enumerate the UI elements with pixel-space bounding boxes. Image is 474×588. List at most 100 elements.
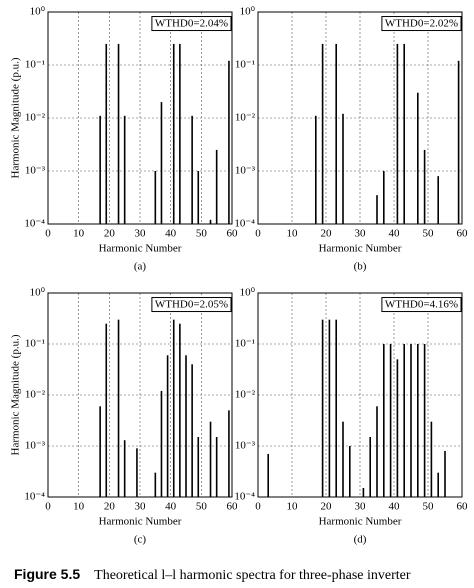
x-tick-label: 50 — [196, 501, 208, 513]
bar — [321, 43, 324, 224]
y-tick-label: 10⁻³ — [235, 440, 256, 452]
x-tick-label: 60 — [227, 501, 239, 513]
y-tick-label: 10⁻⁴ — [234, 218, 255, 230]
y-tick-label: 10⁻¹ — [235, 338, 255, 350]
annotation: WTHD0=2.04% — [155, 18, 228, 30]
x-tick-label: 60 — [227, 228, 239, 240]
y-tick-label: 10⁻³ — [235, 165, 256, 177]
y-tick-label: 10⁻³ — [25, 440, 46, 452]
bar — [215, 437, 218, 497]
bar — [179, 323, 181, 497]
y-tick-label: 10⁻² — [235, 389, 256, 401]
bar — [179, 43, 181, 224]
x-tick-label: 20 — [321, 228, 333, 240]
bar — [342, 113, 344, 224]
plot-frame — [47, 11, 233, 225]
x-tick-label: 40 — [165, 501, 177, 513]
annotation: WTHD0=2.02% — [385, 18, 458, 30]
bar — [403, 43, 405, 224]
y-axis-label: Harmonic Magnitude (p.u.) — [10, 334, 22, 455]
bar — [423, 149, 426, 224]
x-tick-label: 30 — [355, 228, 367, 240]
bar — [191, 115, 193, 224]
y-tick-label: 10⁻³ — [25, 165, 46, 177]
bar — [444, 450, 446, 497]
bar — [172, 43, 175, 224]
annotation-box — [151, 297, 232, 313]
panel-label: (b) — [354, 261, 367, 273]
bar — [197, 171, 200, 224]
bar — [209, 421, 212, 497]
bar — [396, 43, 399, 224]
x-tick-label: 50 — [196, 228, 208, 240]
plot-frame — [257, 11, 463, 225]
figure: 10⁻⁴ 10⁻³ 10⁻² 10⁻¹ 10⁰ 0 10 20 30 40 50 60 WTHD0=2.… — [10, 6, 469, 546]
annotation-box — [381, 16, 462, 32]
y-tick-label: 10⁻⁴ — [24, 218, 45, 230]
x-tick-label: 50 — [423, 501, 435, 513]
x-tick-label: 20 — [104, 501, 116, 513]
bar — [160, 102, 163, 224]
y-tick-label: 10⁻² — [235, 112, 256, 124]
bar — [376, 406, 378, 497]
x-tick-label: 40 — [389, 501, 401, 513]
x-tick-label: 30 — [355, 501, 367, 513]
plot-frame — [257, 292, 463, 498]
panel-label: (a) — [134, 261, 147, 273]
bar — [191, 364, 193, 497]
bar — [342, 421, 344, 497]
y-tick-label: 10⁻⁴ — [24, 491, 45, 503]
x-axis-label: Harmonic Number — [319, 516, 402, 528]
bar — [123, 115, 126, 224]
bar — [105, 323, 108, 497]
bar — [383, 344, 385, 497]
y-tick-label: 10⁻² — [25, 389, 46, 401]
y-tick-label: 10⁻¹ — [25, 338, 45, 350]
bar — [117, 43, 120, 224]
y-tick-label: 10⁻² — [25, 112, 46, 124]
bar — [166, 355, 169, 497]
annotation: WTHD0=4.16% — [385, 299, 458, 311]
x-tick-label: 0 — [45, 501, 51, 513]
bar — [335, 43, 337, 224]
bar — [172, 319, 175, 497]
bar — [417, 92, 419, 224]
x-tick-label: 10 — [73, 501, 85, 513]
y-tick-label: 10⁰ — [30, 287, 46, 299]
bar — [437, 176, 439, 224]
x-tick-label: 50 — [423, 228, 435, 240]
x-tick-label: 0 — [255, 501, 261, 513]
bar — [376, 195, 378, 224]
bar — [328, 319, 331, 497]
caption-label: Figure 5.5 — [14, 566, 81, 582]
bar — [349, 446, 351, 497]
y-tick-label: 10⁻¹ — [235, 59, 255, 71]
x-axis-label: Harmonic Number — [99, 243, 182, 255]
panel-label: (d) — [354, 534, 367, 546]
plot-frame — [47, 292, 233, 498]
bar — [267, 453, 269, 497]
bar — [117, 319, 120, 497]
x-tick-label: 30 — [135, 501, 147, 513]
bar — [209, 219, 212, 224]
x-tick-label: 0 — [45, 228, 51, 240]
y-tick-label: 10⁻¹ — [25, 59, 45, 71]
x-tick-label: 60 — [457, 228, 469, 240]
bar — [136, 448, 138, 497]
bar — [430, 421, 433, 497]
x-tick-label: 10 — [287, 228, 299, 240]
bar — [321, 319, 324, 497]
bar — [417, 344, 419, 497]
bar — [185, 355, 187, 497]
caption: Figure 5.5 Theoretical l–l harmonic spect… — [14, 566, 464, 584]
bar — [362, 488, 365, 497]
bar — [457, 60, 460, 225]
bar — [335, 319, 337, 497]
bar — [423, 344, 426, 497]
annotation-box — [151, 16, 232, 32]
bar — [160, 390, 163, 497]
y-tick-label: 10⁰ — [30, 6, 46, 18]
bar — [197, 437, 200, 497]
x-tick-label: 10 — [287, 501, 299, 513]
